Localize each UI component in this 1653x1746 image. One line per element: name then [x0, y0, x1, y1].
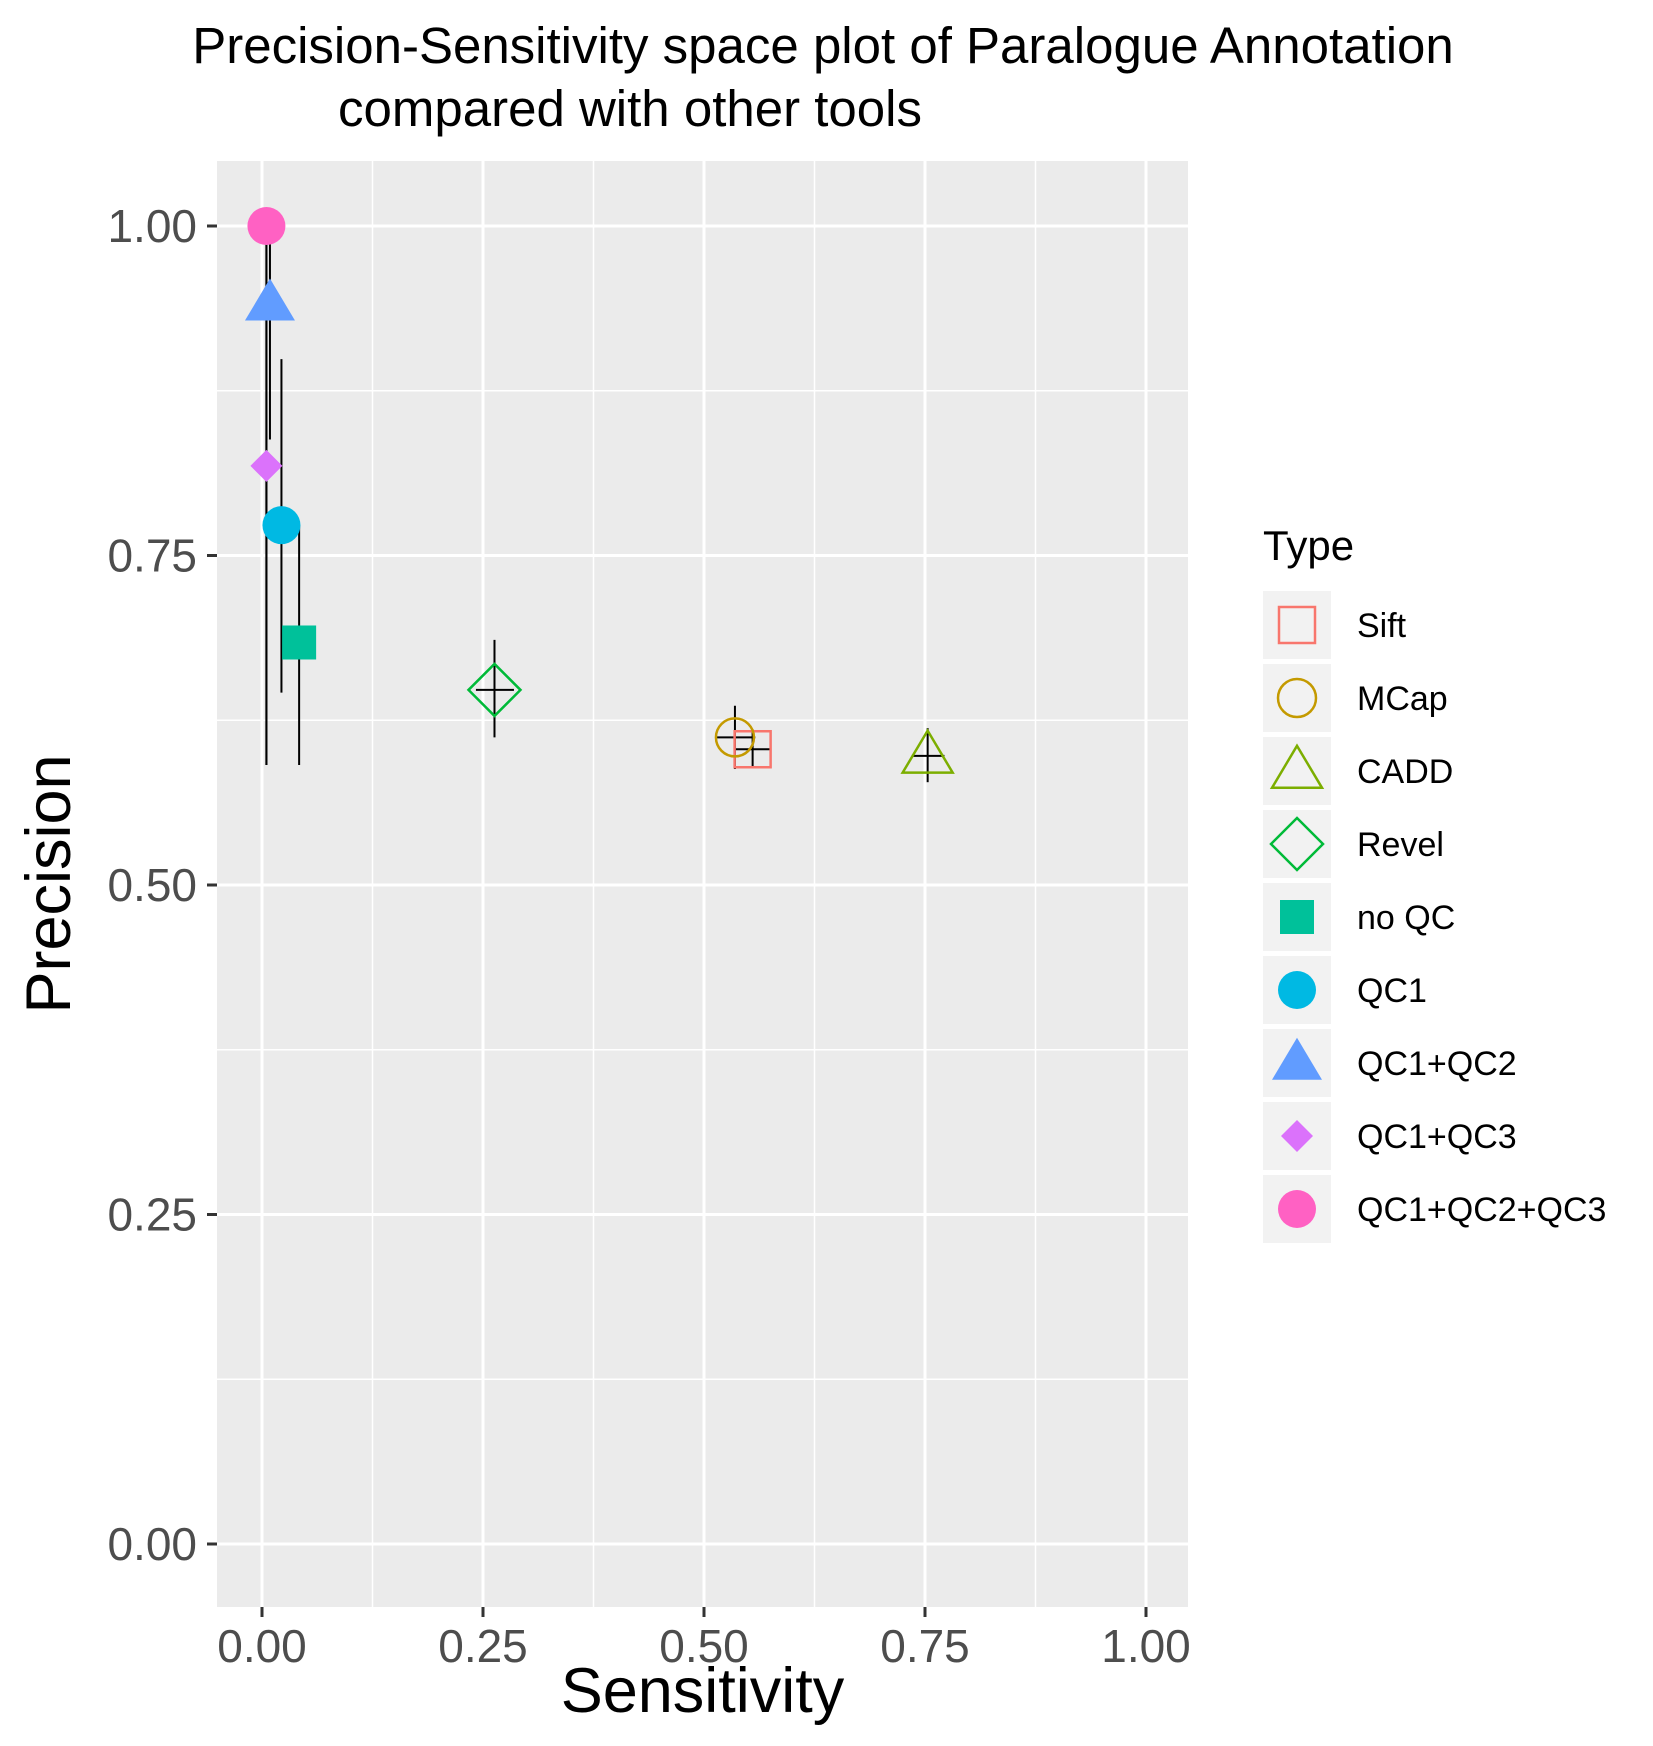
- legend-symbol: [1269, 816, 1325, 872]
- legend-label: CADD: [1357, 753, 1453, 791]
- legend-item: Revel: [1263, 810, 1444, 878]
- point-qc1-qc3: [250, 449, 283, 482]
- legend-label: Sift: [1357, 607, 1407, 645]
- legend-key: [1263, 737, 1331, 805]
- legend-label: Revel: [1357, 826, 1444, 864]
- legend-key: [1263, 591, 1331, 659]
- point-qc1-qc2: [244, 278, 295, 321]
- y-tick-label: 0.50: [107, 859, 197, 911]
- point-cadd: [900, 728, 955, 774]
- legend-item: QC1+QC2+QC3: [1263, 1175, 1606, 1243]
- x-tick-label: 0.25: [438, 1620, 528, 1672]
- legend-label: QC1: [1357, 972, 1427, 1010]
- legend-symbol: [1278, 971, 1316, 1009]
- data-points: [244, 207, 955, 774]
- y-tick-label: 0.00: [107, 1518, 197, 1570]
- legend-label: QC1+QC2+QC3: [1357, 1191, 1606, 1229]
- point-qc1-qc2-qc3: [247, 207, 286, 245]
- chart-title-line: Precision-Sensitivity space plot of Para…: [192, 17, 1454, 74]
- point-revel: [466, 662, 523, 718]
- chart-title-line: compared with other tools: [338, 80, 922, 137]
- point-qc1: [262, 506, 301, 545]
- legend-symbol: [1276, 677, 1318, 719]
- y-tick-label: 0.25: [107, 1189, 197, 1241]
- legend-label: QC1+QC2: [1357, 1045, 1517, 1083]
- legend-symbol: [1269, 743, 1325, 790]
- legend-symbol: [1281, 1120, 1313, 1152]
- legend-item: QC1+QC2: [1263, 1029, 1517, 1097]
- x-tick-label: 0.75: [880, 1620, 970, 1672]
- x-tick-label: 1.00: [1101, 1620, 1191, 1672]
- legend-title: Type: [1263, 522, 1354, 569]
- legend-symbol: [1280, 900, 1314, 934]
- y-tick-label: 1.00: [107, 200, 197, 252]
- x-tick-label: 0.50: [659, 1620, 749, 1672]
- x-tick-label: 0.00: [217, 1620, 307, 1672]
- legend-label: QC1+QC3: [1357, 1118, 1517, 1156]
- legend-item: MCap: [1263, 664, 1448, 732]
- legend-item: QC1: [1263, 956, 1427, 1024]
- chart-title: Precision-Sensitivity space plot of Para…: [192, 17, 1454, 137]
- point-no-qc: [282, 625, 317, 660]
- point-mcap: [714, 717, 756, 758]
- x-axis-title: Sensitivity: [561, 1656, 845, 1726]
- legend-symbol: [1277, 605, 1317, 645]
- legend-key: [1263, 664, 1331, 732]
- legend-symbol: [1278, 1190, 1316, 1228]
- y-tick-label: 0.75: [107, 530, 197, 582]
- legend-label: MCap: [1357, 680, 1448, 718]
- legend-symbol: [1272, 1037, 1322, 1080]
- legend-item: Sift: [1263, 591, 1407, 659]
- grid-lines: [217, 161, 1188, 1607]
- legend-item: CADD: [1263, 737, 1453, 805]
- legend-item: QC1+QC3: [1263, 1102, 1517, 1170]
- legend-item: no QC: [1263, 883, 1455, 951]
- legend-key: [1263, 810, 1331, 878]
- legend-label: no QC: [1357, 899, 1455, 937]
- y-axis-title: Precision: [14, 754, 84, 1013]
- axes: 0.00 0.25 0.50 0.75 1.00 0.00 0.25 0.50 0.75 1.00: [107, 200, 1190, 1672]
